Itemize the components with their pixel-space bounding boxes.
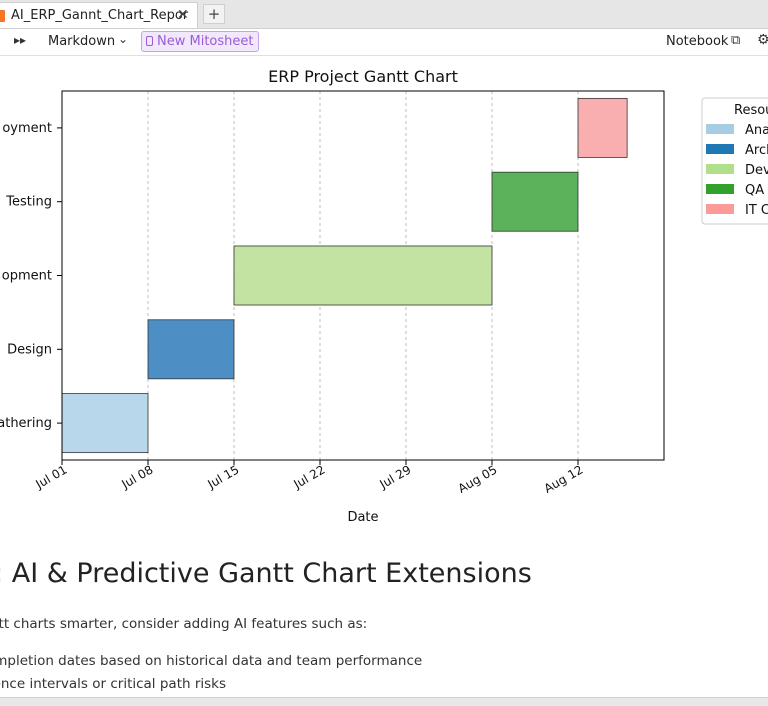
x-tick-label: Jul 29 <box>377 462 414 491</box>
add-tab-button[interactable]: + <box>203 4 225 24</box>
legend-swatch <box>706 164 734 174</box>
y-tick-label: oyment <box>2 121 52 136</box>
legend-title: Resou <box>734 103 768 118</box>
x-axis-label: Date <box>347 510 378 525</box>
tab-label: AI_ERP_Gannt_Chart_Repor <box>11 8 189 23</box>
close-icon[interactable]: ✕ <box>177 7 189 23</box>
gantt-chart: ERP Project Gantt Chart Jul 01 Jul 08 Jul 1… <box>0 67 768 525</box>
x-tick-label: Jul 22 <box>291 462 328 491</box>
horizontal-scrollbar[interactable] <box>0 697 768 706</box>
x-tick-label: Jul 01 <box>33 462 70 491</box>
kernel-label: Notebook <box>666 34 729 49</box>
y-tick-label: athering <box>0 416 52 431</box>
chevron-down-icon[interactable]: ⌄ <box>118 32 129 46</box>
y-tick-label: Design <box>7 342 52 357</box>
new-mitosheet-button[interactable]: New Mitosheet <box>141 31 260 52</box>
legend-swatch <box>706 124 734 134</box>
legend-swatch <box>706 204 734 214</box>
list-item: dence intervals or critical path risks <box>0 676 227 692</box>
legend-label: Dev <box>745 163 768 178</box>
cell-type-select[interactable]: Markdown <box>48 34 116 49</box>
markdown-paragraph: ntt charts smarter, consider adding AI f… <box>0 616 368 632</box>
tab-bar: AI_ERP_Gannt_Chart_Repor ✕ + <box>0 0 768 29</box>
x-tick-label: Jul 08 <box>119 462 156 491</box>
plot-frame <box>61 90 665 461</box>
y-tick-label: opment <box>2 269 52 284</box>
run-all-icon[interactable]: ▸▸ <box>14 33 27 47</box>
chart-output: ERP Project Gantt Chart Jul 01 Jul 08 Jul 1… <box>0 56 768 536</box>
legend-label: Ana <box>745 123 768 138</box>
markdown-heading: s: AI & Predictive Gantt Chart Extension… <box>0 558 532 589</box>
legend-swatch <box>706 144 734 154</box>
y-tick-label: Testing <box>5 195 52 210</box>
gear-icon[interactable]: ⚙ <box>757 32 768 48</box>
gantt-bar <box>491 171 579 232</box>
tab-notebook[interactable]: AI_ERP_Gannt_Chart_Repor ✕ <box>0 2 198 28</box>
legend-label: IT C <box>745 203 768 218</box>
gantt-bar <box>577 97 628 158</box>
gantt-bar <box>147 319 235 380</box>
list-item: ompletion dates based on historical data… <box>0 653 423 669</box>
open-external-icon[interactable]: ⧉ <box>731 33 741 48</box>
mitosheet-icon <box>146 36 153 46</box>
notebook-toolbar: ▸▸ Markdown ⌄ New Mitosheet Notebook ⧉ ⚙ <box>0 29 768 56</box>
x-tick-label: Jul 15 <box>205 462 242 491</box>
legend-label: QA <box>745 183 764 198</box>
legend-label: Arch <box>745 143 768 158</box>
new-mitosheet-label: New Mitosheet <box>157 34 254 49</box>
notebook-icon <box>0 10 5 22</box>
chart-title: ERP Project Gantt Chart <box>268 67 458 86</box>
gantt-bar <box>61 393 149 454</box>
x-tick-label: Aug 05 <box>456 462 500 495</box>
x-tick-label: Aug 12 <box>542 462 586 495</box>
legend-swatch <box>706 184 734 194</box>
gantt-bar <box>233 245 493 306</box>
